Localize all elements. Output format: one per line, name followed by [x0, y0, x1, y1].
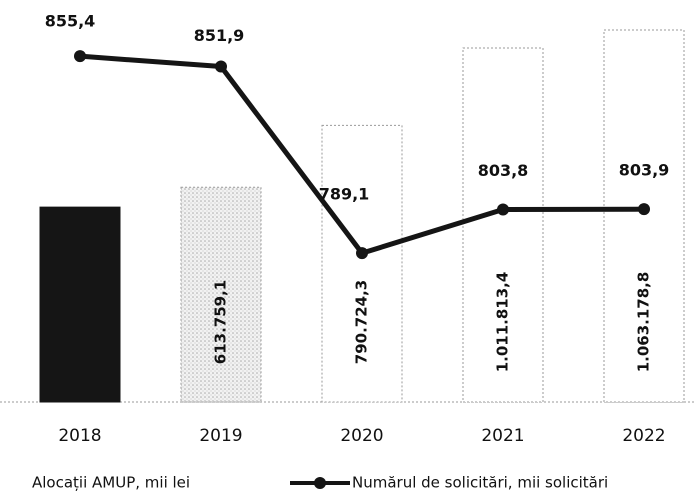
line-marker [74, 50, 86, 63]
bar-value-label: 1.063.178,8 [635, 272, 653, 373]
bar [180, 186, 262, 403]
x-tick-label: 2020 [340, 426, 383, 446]
legend-marker [314, 477, 326, 489]
x-tick-label: 2018 [58, 426, 101, 446]
bar [321, 124, 403, 403]
line-marker [497, 203, 509, 216]
line-marker [638, 203, 650, 216]
x-tick-label: 2019 [199, 426, 242, 446]
line-value-label: 803,8 [478, 161, 529, 180]
bar-value-label: 790.724,3 [353, 280, 371, 364]
bar-value-label: 1.011.813,4 [494, 272, 512, 373]
line-value-label: 789,1 [319, 185, 370, 204]
x-tick-label: 2022 [622, 426, 665, 446]
bar [39, 206, 121, 403]
x-tick-label: 2021 [481, 426, 524, 446]
bar [603, 29, 685, 403]
legend-label: Numărul de solicitări, mii solicitări [352, 474, 608, 492]
bar [462, 47, 544, 403]
line-value-label: 851,9 [194, 26, 245, 45]
line-marker [215, 60, 227, 73]
bar-value-label: 613.759,1 [212, 280, 230, 364]
legend-label: Alocații AMUP, mii lei [32, 474, 190, 492]
line-value-label: 803,9 [619, 161, 670, 180]
line-marker [356, 247, 368, 260]
line-value-label: 855,4 [45, 12, 96, 31]
